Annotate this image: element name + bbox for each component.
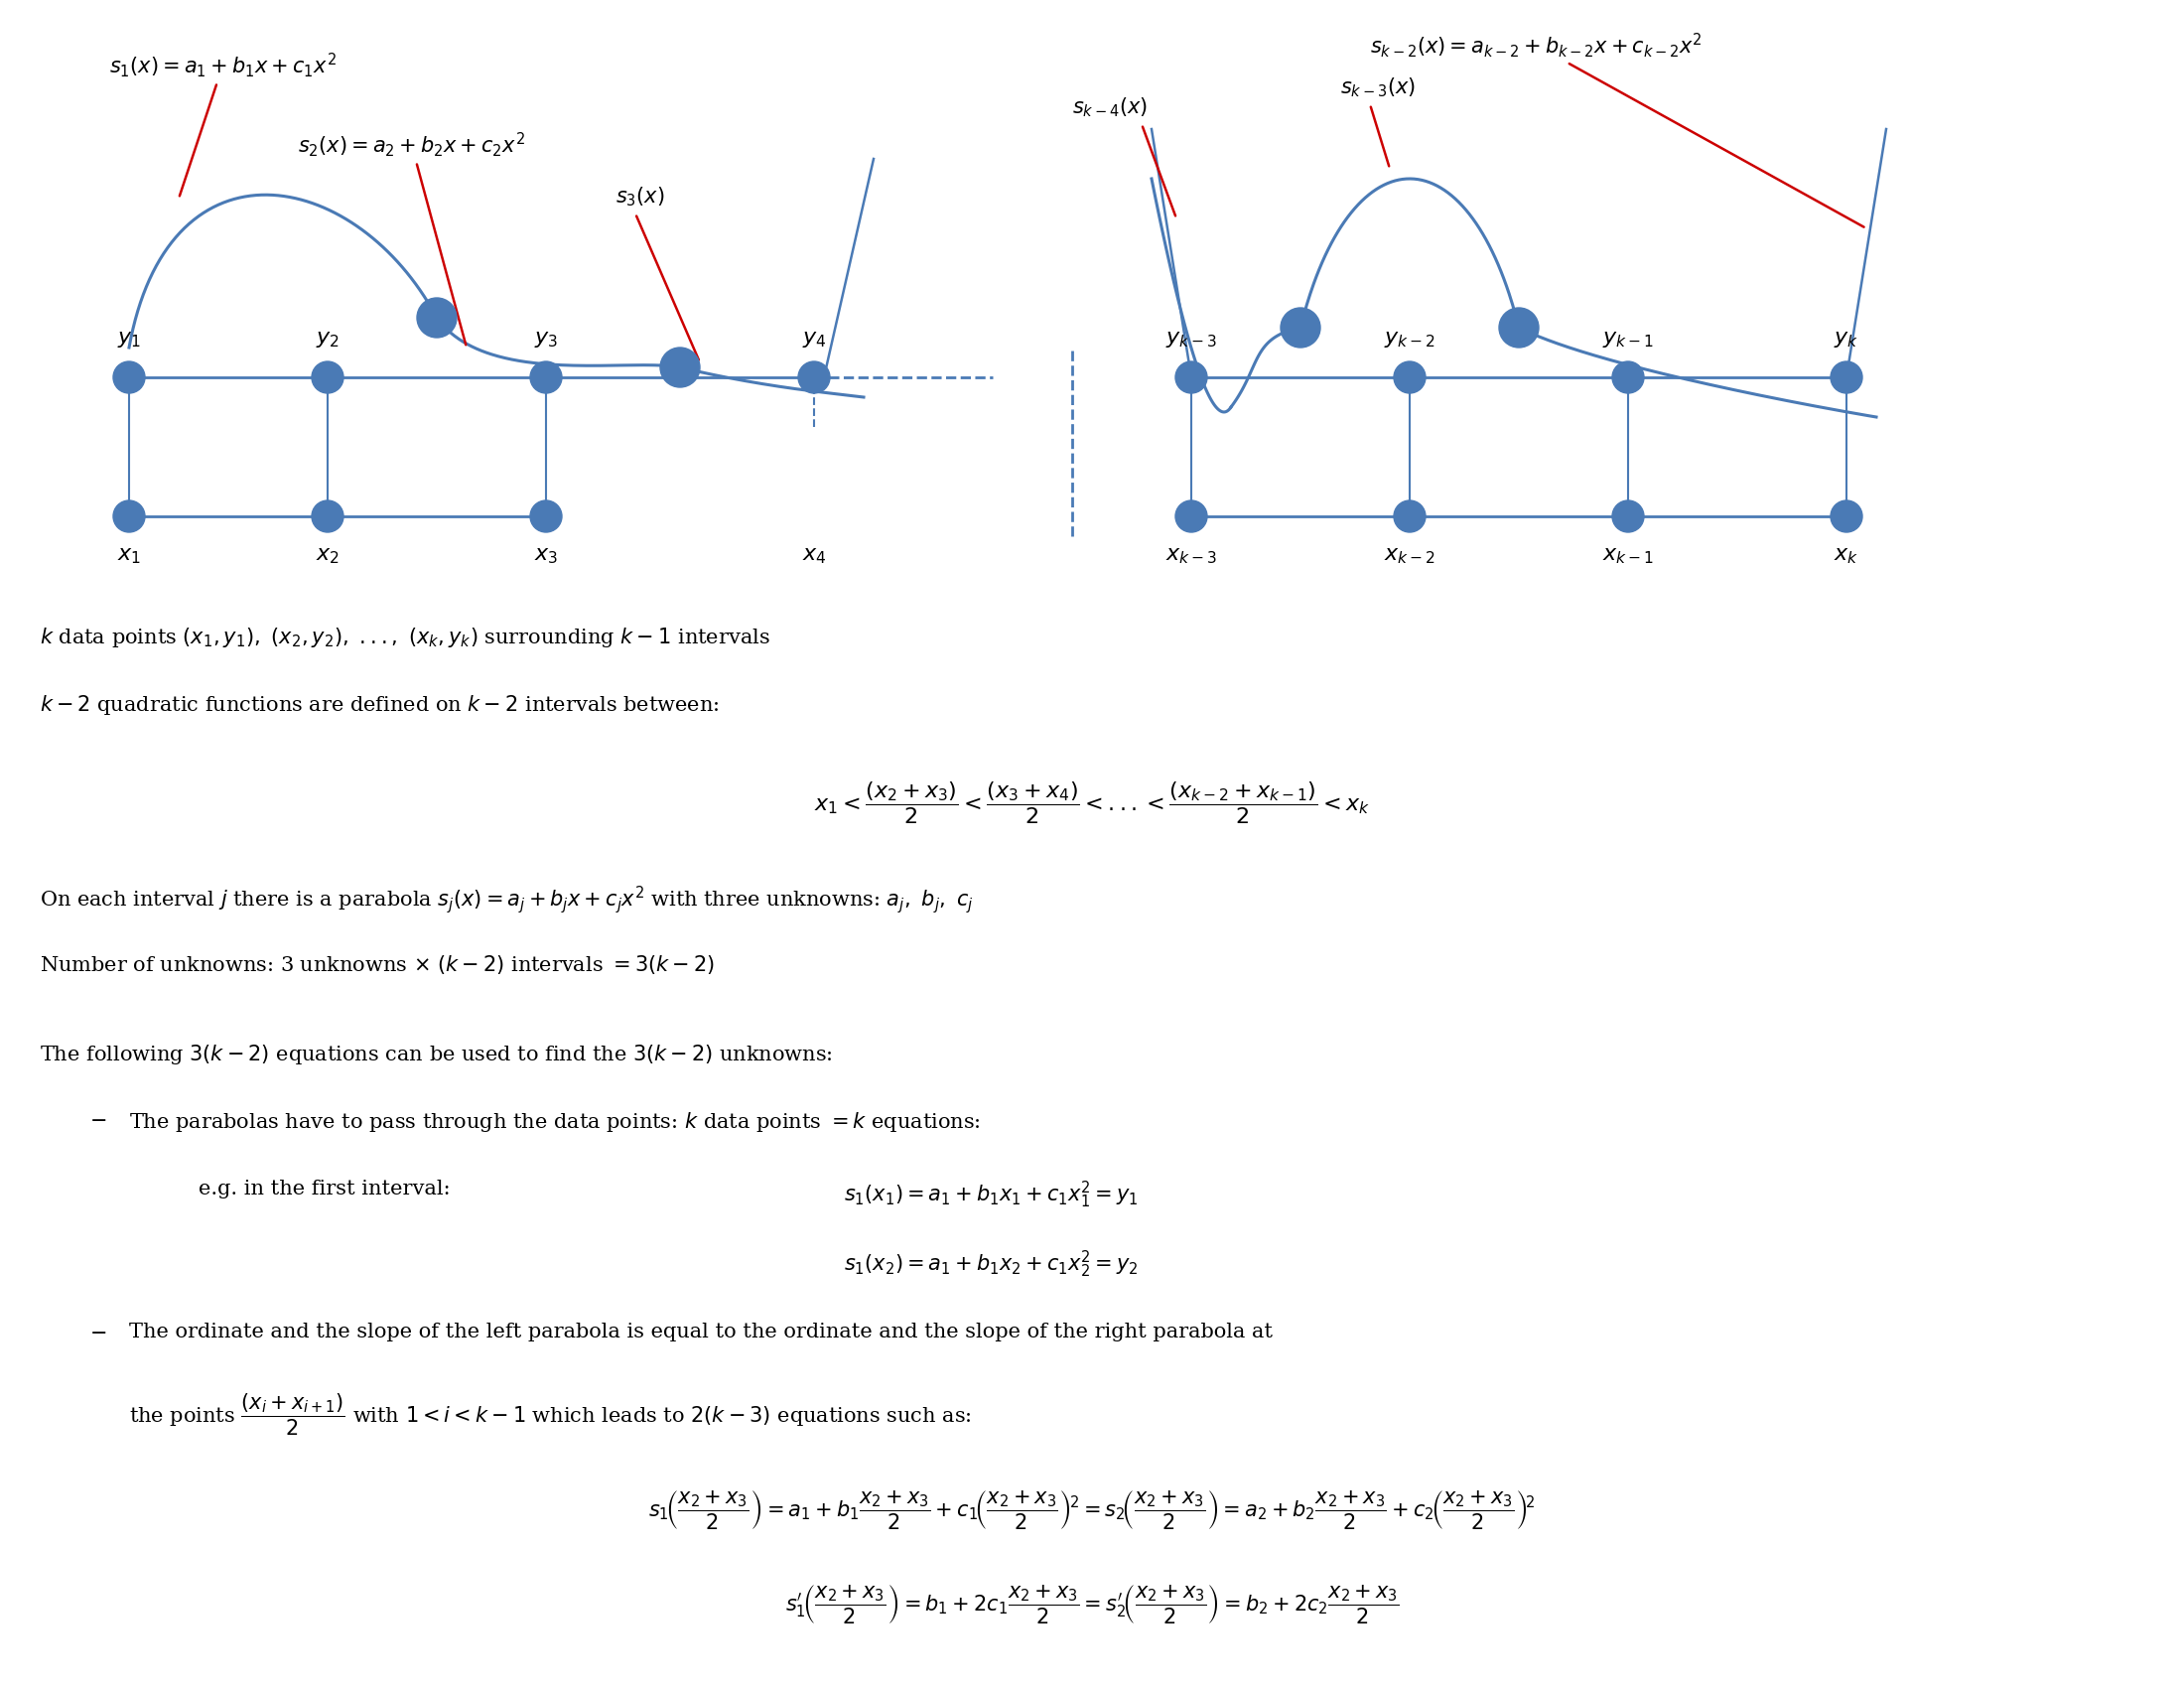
Text: $y_{k-2}$: $y_{k-2}$ (1385, 327, 1435, 349)
Text: $x_{k-1}$: $x_{k-1}$ (1603, 544, 1653, 565)
Text: $k - 2$ quadratic functions are defined on $k-2$ intervals between:: $k - 2$ quadratic functions are defined … (39, 694, 719, 717)
Text: $s_1(x) = a_1 + b_1x + c_1x^2$: $s_1(x) = a_1 + b_1x + c_1x^2$ (109, 51, 336, 196)
Text: $x_1 < \dfrac{(x_2+x_3)}{2} < \dfrac{(x_3+x_4)}{2} < ... < \dfrac{(x_{k-2}+x_{k-: $x_1 < \dfrac{(x_2+x_3)}{2} < \dfrac{(x_… (815, 780, 1369, 825)
Text: $s_{k-2}(x) = a_{k-2} + b_{k-2}x + c_{k-2}x^2$: $s_{k-2}(x) = a_{k-2} + b_{k-2}x + c_{k-… (1369, 30, 1863, 228)
Text: $y_2$: $y_2$ (317, 327, 339, 349)
Circle shape (1830, 361, 1863, 393)
Circle shape (417, 297, 456, 338)
Text: $s_1(x_1) = a_1 + b_1x_1 + c_1x_1^2 = y_1$: $s_1(x_1) = a_1 + b_1x_1 + c_1x_1^2 = y_… (843, 1180, 1138, 1210)
Text: $-$: $-$ (90, 1111, 107, 1129)
Text: $s_1\!\left(\dfrac{x_2+x_3}{2}\right) = a_1 + b_1\dfrac{x_2+x_3}{2} + c_1\!\left: $s_1\!\left(\dfrac{x_2+x_3}{2}\right) = … (649, 1489, 1535, 1533)
Circle shape (1393, 361, 1426, 393)
Text: $s_2(x) = a_2 + b_2x + c_2x^2$: $s_2(x) = a_2 + b_2x + c_2x^2$ (297, 130, 524, 344)
Circle shape (531, 361, 561, 393)
Circle shape (312, 361, 343, 393)
Text: the points $\dfrac{(x_i+x_{i+1})}{2}$ with $1 < i < k-1$ which leads to $2(k-3)$: the points $\dfrac{(x_i+x_{i+1})}{2}$ wi… (129, 1393, 972, 1438)
Circle shape (1393, 500, 1426, 532)
Text: $x_k$: $x_k$ (1835, 544, 1859, 565)
Text: $y_{k-3}$: $y_{k-3}$ (1166, 327, 1216, 349)
Text: $s_3(x)$: $s_3(x)$ (616, 186, 664, 209)
Text: On each interval $j$ there is a parabola $s_j(x) = a_j + b_jx + c_jx^2$ with thr: On each interval $j$ there is a parabola… (39, 885, 974, 915)
Circle shape (1280, 307, 1321, 348)
Circle shape (312, 500, 343, 532)
Text: $y_4$: $y_4$ (802, 327, 826, 349)
Circle shape (1612, 500, 1645, 532)
Circle shape (1830, 500, 1863, 532)
Circle shape (1498, 307, 1540, 348)
Text: $s_1'\!\left(\dfrac{x_2+x_3}{2}\right) = b_1 + 2c_1\dfrac{x_2+x_3}{2} = s_2'\!\l: $s_1'\!\left(\dfrac{x_2+x_3}{2}\right) =… (784, 1583, 1400, 1627)
Text: $y_{k-1}$: $y_{k-1}$ (1603, 327, 1653, 349)
Text: $x_3$: $x_3$ (533, 544, 559, 565)
Circle shape (114, 361, 144, 393)
Text: $s_1(x_2) = a_1 + b_1x_2 + c_1x_2^2 = y_2$: $s_1(x_2) = a_1 + b_1x_2 + c_1x_2^2 = y_… (843, 1249, 1138, 1280)
Text: Number of unknowns: 3 unknowns $\times\ (k-2)$ intervals $= 3(k-2)$: Number of unknowns: 3 unknowns $\times\ … (39, 954, 714, 976)
Circle shape (660, 348, 699, 387)
Text: $x_2$: $x_2$ (317, 544, 339, 565)
Circle shape (114, 500, 144, 532)
Text: $s_{k-4}(x)$: $s_{k-4}(x)$ (1072, 96, 1147, 120)
Text: The parabolas have to pass through the data points: $k$ data points $= k$ equati: The parabolas have to pass through the d… (129, 1111, 981, 1134)
Text: $s_{k-3}(x)$: $s_{k-3}(x)$ (1341, 76, 1415, 100)
Circle shape (531, 500, 561, 532)
Circle shape (1175, 361, 1208, 393)
Circle shape (1612, 361, 1645, 393)
Circle shape (1175, 500, 1208, 532)
Text: $-$: $-$ (90, 1323, 107, 1342)
Text: The following $3(k-2)$ equations can be used to find the $3(k-2)$ unknowns:: The following $3(k-2)$ equations can be … (39, 1043, 832, 1067)
Text: $x_{k-3}$: $x_{k-3}$ (1166, 544, 1216, 565)
Text: $x_1$: $x_1$ (118, 544, 142, 565)
Circle shape (797, 361, 830, 393)
Text: $y_3$: $y_3$ (533, 327, 559, 349)
Text: $y_1$: $y_1$ (118, 327, 142, 349)
Text: $x_4$: $x_4$ (802, 544, 826, 565)
Text: The ordinate and the slope of the left parabola is equal to the ordinate and the: The ordinate and the slope of the left p… (129, 1323, 1273, 1342)
Text: $k$ data points $(x_1, y_1),\ (x_2, y_2),\ ...,\ (x_k, y_k)$ surrounding $k-1$ i: $k$ data points $(x_1, y_1),\ (x_2, y_2)… (39, 626, 771, 650)
Text: e.g. in the first interval:: e.g. in the first interval: (199, 1180, 450, 1198)
Text: $x_{k-2}$: $x_{k-2}$ (1385, 544, 1435, 565)
Text: $y_k$: $y_k$ (1835, 327, 1859, 349)
